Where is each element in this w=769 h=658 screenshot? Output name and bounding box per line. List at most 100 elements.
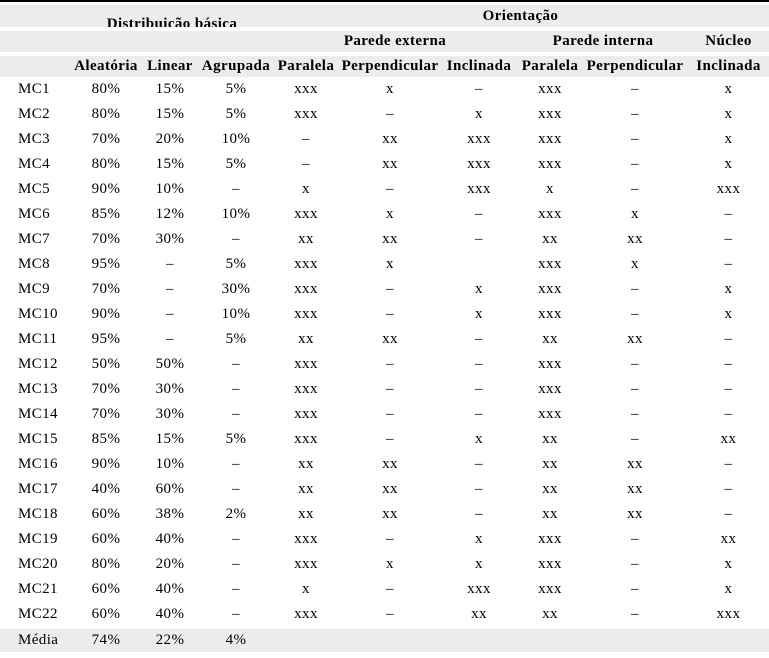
cell: xx [542, 606, 558, 622]
cell: 20% [155, 131, 185, 147]
cell: – [232, 581, 240, 597]
table-row: MC10 90% –10% xxx – x xxx – x [0, 302, 769, 327]
cell: x [724, 106, 733, 122]
cell: xx [298, 481, 314, 497]
cell: xxx [294, 381, 318, 397]
cell: xxx [294, 556, 318, 572]
cell: x [724, 156, 733, 172]
cell: xx [542, 456, 558, 472]
cell: xxx [538, 381, 562, 397]
cell: xx [382, 481, 398, 497]
footer-row-label: Média [18, 632, 59, 648]
cell: xx [542, 481, 558, 497]
cell: 70% [91, 231, 121, 247]
table-row: MC4 80% 15% 5% – xx xxx xxx – x [0, 152, 769, 177]
cell: xx [382, 231, 398, 247]
cell: xxx [467, 581, 491, 597]
cell: x [475, 431, 483, 447]
cell: 90% [91, 456, 121, 472]
cell: xxx [538, 206, 562, 222]
cell: xx [627, 331, 643, 347]
cell: x [386, 81, 394, 97]
cell: – [631, 381, 639, 397]
table-body: MC1 80% 15% 5% xxx x – xxx – x MC2 80% 15% 5% xxx – x xxx… [0, 77, 769, 627]
cell: 5% [225, 106, 247, 122]
cell: 80% [91, 156, 121, 172]
cell: xx [627, 231, 643, 247]
cell: – [386, 581, 394, 597]
cell: 70% [91, 381, 121, 397]
cell: xx [382, 506, 398, 522]
cell: 15% [155, 431, 185, 447]
table-row: MC17 40% 60% – xx xx – xx xx – [0, 477, 769, 502]
row-label: MC8 [18, 256, 51, 272]
cell: – [631, 81, 639, 97]
cell: – [386, 181, 394, 197]
cell: – [631, 156, 639, 172]
cell: 12% [155, 206, 185, 222]
cell: 10% [155, 456, 185, 472]
footer-row-media: Média 74% 22% 4% [0, 629, 769, 652]
cell: xxx [538, 406, 562, 422]
header-group-distribuicao: Distribuição básica [72, 5, 272, 28]
cell: xx [542, 231, 558, 247]
cell: 20% [155, 556, 185, 572]
cell [440, 252, 518, 277]
column-header-aleatoria: Aleatória [74, 58, 138, 74]
row-label: MC18 [18, 506, 58, 522]
cell: xxx [294, 281, 318, 297]
cell: – [386, 306, 394, 322]
cell: x [631, 256, 639, 272]
cell: – [631, 581, 639, 597]
cell: – [724, 206, 733, 222]
cell: 60% [91, 531, 121, 547]
cell: xxx [294, 606, 318, 622]
cell: – [724, 331, 733, 347]
cell: x [386, 256, 394, 272]
cell: – [631, 131, 639, 147]
cell: xxx [538, 581, 562, 597]
row-label: MC20 [18, 556, 58, 572]
cell: xxx [294, 206, 318, 222]
cell: – [475, 331, 483, 347]
cell: – [166, 331, 174, 347]
cell: – [475, 481, 483, 497]
cell: x [724, 581, 733, 597]
table-row: MC3 70% 20% 10% – xx xxx xxx – x [0, 127, 769, 152]
cell: x [724, 81, 733, 97]
cell: – [631, 606, 639, 622]
cell: 10% [155, 181, 185, 197]
cell: 80% [91, 556, 121, 572]
cell: xxx [538, 356, 562, 372]
table-row: MC13 70% 30% – xxx – – xxx – – [0, 377, 769, 402]
column-header-inclinada-nucleo: Inclinada [696, 58, 761, 74]
table-row: MC18 60% 38% 2% xx xx – xx xx – [0, 502, 769, 527]
row-label: MC5 [18, 181, 51, 197]
cell: x [724, 556, 733, 572]
cell: xxx [467, 156, 491, 172]
row-label: MC6 [18, 206, 51, 222]
cell: – [302, 156, 310, 172]
table-row: MC8 95% –5% xxx x xxx x – [0, 252, 769, 277]
cell: xxx [716, 181, 741, 197]
column-header-agrupada: Agrupada [201, 58, 271, 74]
cell: xxx [294, 356, 318, 372]
cell: – [166, 256, 174, 272]
cell: 40% [155, 606, 185, 622]
cell: – [631, 181, 639, 197]
cell: – [232, 231, 240, 247]
cell: 5% [225, 331, 247, 347]
cell: x [475, 531, 483, 547]
cell: x [724, 306, 733, 322]
cell: – [475, 206, 483, 222]
cell: xx [382, 456, 398, 472]
cell: – [386, 356, 394, 372]
cell: – [724, 456, 733, 472]
footer-cell-empty [518, 629, 582, 652]
cell: xxx [538, 281, 562, 297]
cell: 15% [155, 156, 185, 172]
cell: – [232, 381, 240, 397]
row-label: MC19 [18, 531, 58, 547]
cell: 60% [91, 606, 121, 622]
